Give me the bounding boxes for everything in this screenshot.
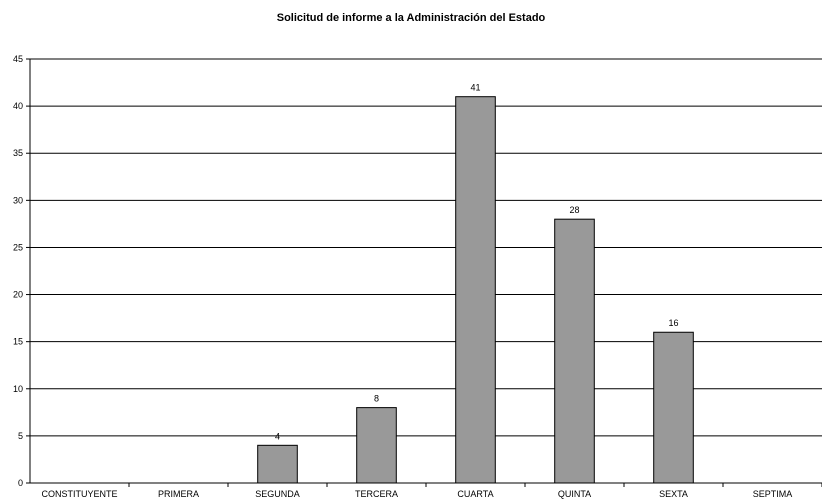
axes [26, 58, 822, 487]
y-tick-label: 25 [13, 242, 23, 252]
y-tick-label: 30 [13, 195, 23, 205]
bar-segunda [257, 444, 298, 484]
y-tick-label: 15 [13, 337, 23, 347]
bar-quinta [554, 218, 595, 484]
x-tick-label: QUINTA [558, 489, 591, 499]
y-tick-label: 40 [13, 101, 23, 111]
y-axis-tick-labels: 0 5 10 15 20 25 30 35 40 45 [13, 54, 23, 488]
data-label: 16 [668, 318, 678, 328]
x-tick-label: CUARTA [457, 489, 493, 499]
chart-title: Solicitud de informe a la Administración… [276, 12, 546, 24]
y-tick-label: 20 [13, 290, 23, 300]
x-axis-tick-labels: CONSTITUYENTE PRIMERA SEGUNDA TERCERA CUARTA… [41, 489, 792, 499]
y-tick-label: 35 [13, 148, 23, 158]
gridlines [30, 58, 822, 437]
bar-sexta [653, 331, 694, 484]
bar-cuarta [455, 96, 496, 484]
data-label: 41 [470, 83, 480, 93]
x-tick-label: SEXTA [659, 489, 688, 499]
data-label: 8 [374, 394, 379, 404]
data-label: 28 [569, 205, 579, 215]
data-label: 4 [275, 431, 280, 441]
x-tick-label: SEPTIMA [753, 489, 793, 499]
data-labels: 4 8 41 28 16 [275, 83, 679, 442]
x-tick-label: PRIMERA [158, 489, 199, 499]
y-tick-label: 5 [18, 431, 23, 441]
bar-tercera [356, 407, 397, 484]
x-tick-label: TERCERA [355, 489, 398, 499]
y-tick-label: 10 [13, 384, 23, 394]
y-tick-label: 45 [13, 54, 23, 64]
x-tick-label: SEGUNDA [255, 489, 300, 499]
y-tick-label: 0 [18, 478, 23, 488]
x-tick-label: CONSTITUYENTE [41, 489, 117, 499]
bars [257, 96, 694, 484]
